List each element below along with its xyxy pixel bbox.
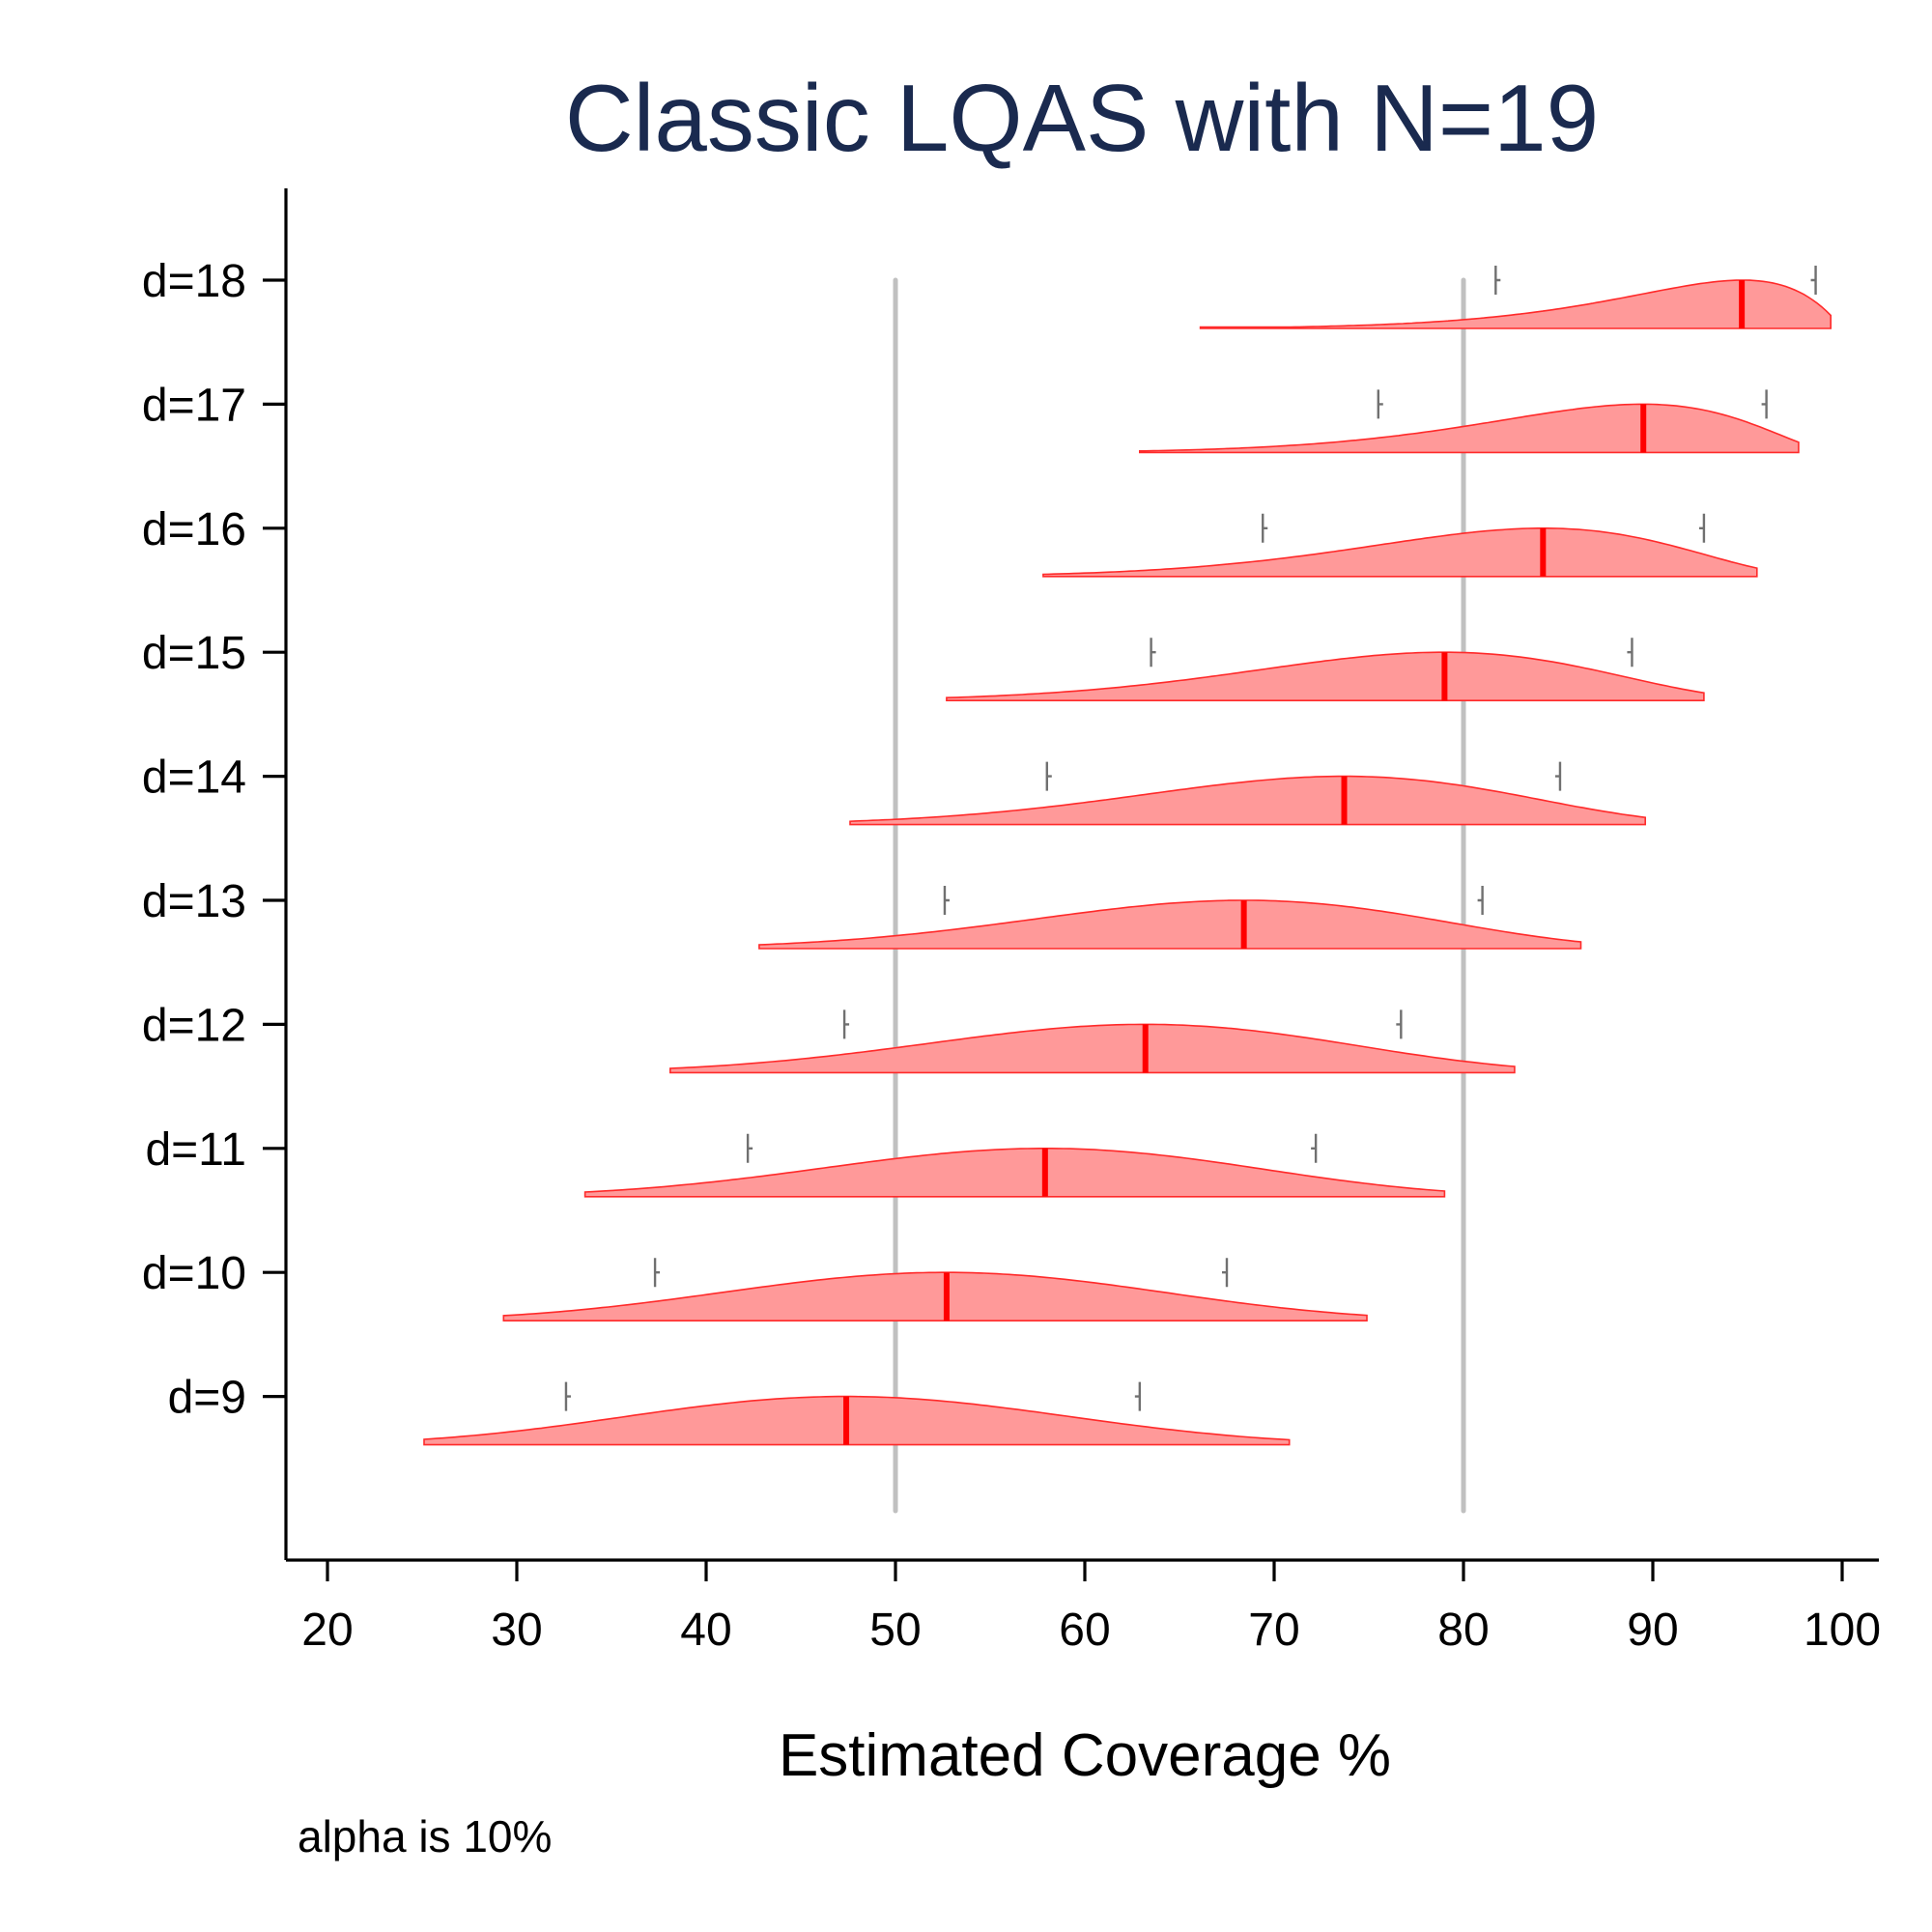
y-tick-label-d=18: d=18 xyxy=(142,256,246,307)
x-tick-label-80: 80 xyxy=(1437,1605,1489,1656)
chart-title: Classic LQAS with N=19 xyxy=(565,65,1599,171)
x-tick-label-20: 20 xyxy=(301,1605,353,1656)
ci-upper-d=13 xyxy=(1477,886,1484,915)
density-d=11 xyxy=(583,1148,1446,1198)
ci-lower-d=16 xyxy=(1262,513,1268,543)
y-tick-label-d=10: d=10 xyxy=(142,1248,246,1299)
density-d=16 xyxy=(1042,527,1758,578)
ridge-d=11 xyxy=(583,1133,1446,1198)
y-axis-ticks: d=9 d=10 d=11 d=12 d=13 d=14 d=15 d=16 d=17 d=18 xyxy=(142,256,286,1424)
y-tick-label-d=11: d=11 xyxy=(145,1124,246,1176)
ridge-d=10 xyxy=(502,1258,1368,1321)
x-axis-ticks: 20 30 40 50 60 70 80 90 100 xyxy=(301,1560,1881,1656)
ridge-d=17 xyxy=(1139,389,1800,454)
x-axis-label: Estimated Coverage % xyxy=(779,1722,1391,1789)
ci-upper-d=14 xyxy=(1554,761,1562,791)
ci-lower-d=17 xyxy=(1377,389,1383,419)
y-tick-label-d=12: d=12 xyxy=(142,1000,246,1051)
ridge-d=12 xyxy=(669,1009,1516,1074)
density-d=17 xyxy=(1139,403,1800,454)
density-d=13 xyxy=(758,899,1582,950)
ridge-d=9 xyxy=(423,1381,1291,1446)
ci-upper-d=15 xyxy=(1627,638,1634,668)
ci-lower-d=12 xyxy=(842,1009,850,1039)
density-d=9 xyxy=(423,1395,1291,1446)
ridge-d=15 xyxy=(946,638,1705,701)
density-d=12 xyxy=(669,1023,1516,1074)
y-tick-label-d=13: d=13 xyxy=(142,876,246,927)
x-tick-label-70: 70 xyxy=(1248,1605,1299,1656)
y-tick-label-d=16: d=16 xyxy=(142,504,246,555)
chart-note: alpha is 10% xyxy=(298,1811,552,1861)
ci-lower-d=14 xyxy=(1045,761,1052,791)
density-d=15 xyxy=(946,651,1705,701)
x-tick-label-50: 50 xyxy=(869,1605,921,1656)
y-tick-label-d=9: d=9 xyxy=(168,1373,246,1424)
ridge-d=14 xyxy=(849,761,1646,826)
x-tick-label-90: 90 xyxy=(1627,1605,1678,1656)
ci-lower-d=13 xyxy=(943,886,950,915)
axes xyxy=(284,188,1879,1562)
x-tick-label-100: 100 xyxy=(1804,1605,1881,1656)
ci-upper-d=10 xyxy=(1222,1258,1229,1288)
y-tick-label-d=15: d=15 xyxy=(142,628,246,679)
ridge-d=18 xyxy=(1199,266,1832,329)
ci-upper-d=11 xyxy=(1311,1133,1318,1163)
y-tick-label-d=14: d=14 xyxy=(142,753,246,804)
y-tick-label-d=17: d=17 xyxy=(142,380,246,431)
x-tick-label-30: 30 xyxy=(491,1605,542,1656)
ci-lower-d=18 xyxy=(1494,266,1501,295)
density-d=14 xyxy=(849,775,1646,826)
ridge-d=16 xyxy=(1042,513,1758,578)
x-tick-label-40: 40 xyxy=(680,1605,731,1656)
x-tick-label-60: 60 xyxy=(1059,1605,1110,1656)
ci-lower-d=9 xyxy=(564,1381,571,1411)
ci-upper-d=12 xyxy=(1396,1009,1403,1039)
density-d=10 xyxy=(502,1271,1368,1321)
ci-lower-d=10 xyxy=(653,1258,661,1288)
density-d=18 xyxy=(1199,279,1832,329)
ci-lower-d=15 xyxy=(1150,638,1156,668)
density-ridges xyxy=(423,266,1832,1446)
ci-upper-d=16 xyxy=(1698,513,1706,543)
ci-lower-d=11 xyxy=(746,1133,753,1163)
ci-upper-d=18 xyxy=(1810,266,1817,295)
ci-upper-d=9 xyxy=(1134,1381,1142,1411)
ci-upper-d=17 xyxy=(1761,389,1768,419)
reference-lines xyxy=(893,277,1466,1514)
ridge-d=13 xyxy=(758,886,1582,950)
